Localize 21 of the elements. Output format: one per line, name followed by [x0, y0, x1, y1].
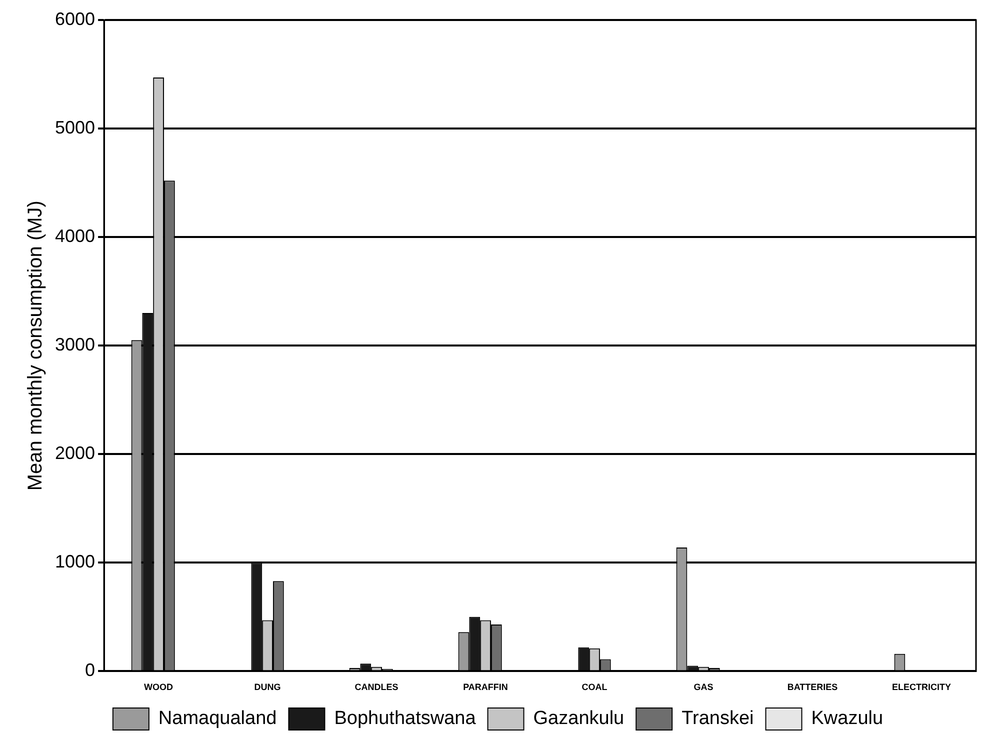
x-tick-label: DUNG — [254, 682, 281, 692]
y-tick-label: 4000 — [54, 226, 96, 246]
legend-label: Bophuthatswana — [334, 708, 476, 730]
legend-label: Kwazulu — [811, 708, 884, 730]
y-tick-label: 0 — [85, 660, 96, 680]
y-tick-label: 3000 — [54, 334, 96, 355]
x-tick-label: GAS — [694, 682, 714, 692]
x-tick-label: ELECTRICITY — [892, 682, 952, 692]
y-tick-label: 5000 — [54, 118, 96, 138]
x-tick-label: COAL — [582, 682, 608, 692]
legend-label: Gazankulu — [533, 708, 624, 730]
x-tick-label: CANDLES — [354, 682, 398, 692]
legend-label: Namaqualand — [158, 708, 277, 730]
y-tick-label: 6000 — [54, 8, 96, 29]
x-tick-label: PARAFFIN — [463, 682, 508, 692]
y-tick-label: 2000 — [54, 443, 96, 464]
x-tick-label: BATTERIES — [787, 682, 838, 692]
y-tick-label: 1000 — [54, 552, 96, 572]
legend-label: Transkei — [682, 708, 754, 730]
y-axis-title: Mean monthly consumption (MJ) — [24, 200, 47, 491]
x-tick-label: WOOD — [144, 682, 174, 692]
